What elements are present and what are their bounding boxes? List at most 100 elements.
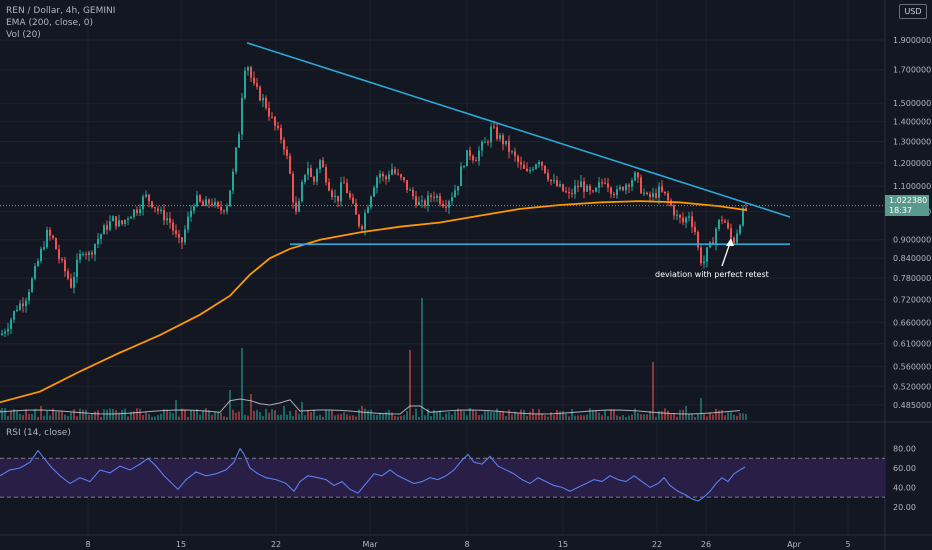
candle-body bbox=[463, 166, 465, 168]
candle-body bbox=[118, 220, 120, 227]
candle-body bbox=[226, 206, 228, 212]
candle-body bbox=[223, 210, 225, 212]
volume-bar bbox=[715, 408, 717, 420]
candle-body bbox=[61, 259, 63, 261]
volume-bar bbox=[25, 409, 27, 420]
candle-body bbox=[16, 309, 18, 312]
candle-body bbox=[574, 185, 576, 194]
volume-bar bbox=[22, 414, 24, 420]
candle-body bbox=[88, 252, 90, 255]
candle-body bbox=[553, 180, 555, 182]
time-tick-label: 15 bbox=[558, 540, 568, 549]
volume-bar bbox=[742, 413, 744, 420]
volume-bar bbox=[259, 411, 261, 420]
volume-bar bbox=[223, 416, 225, 420]
price-tick-label: 0.520000 bbox=[893, 382, 931, 391]
volume-bar bbox=[625, 416, 627, 420]
volume-bar bbox=[445, 413, 447, 420]
volume-bar bbox=[679, 409, 681, 420]
candle-body bbox=[640, 177, 642, 194]
time-axis[interactable]: 8 15 22 Mar 8 15 22 26 Apr 5 bbox=[85, 540, 850, 549]
volume-bar bbox=[193, 410, 195, 420]
time-tick-label: 8 bbox=[464, 540, 469, 549]
candle-body bbox=[355, 203, 357, 215]
volume-bar bbox=[532, 408, 534, 420]
volume-bar bbox=[151, 416, 153, 420]
volume-bar bbox=[487, 410, 489, 420]
candle-body bbox=[97, 238, 99, 245]
candle-body bbox=[619, 186, 621, 190]
candle-body bbox=[430, 195, 432, 197]
volume-bar bbox=[637, 412, 639, 420]
volume-bar bbox=[724, 415, 726, 420]
volume-bar bbox=[412, 415, 414, 420]
volume-bar bbox=[502, 411, 504, 420]
volume-bar bbox=[241, 348, 243, 420]
volume-bar bbox=[661, 410, 663, 420]
volume-bar bbox=[331, 410, 333, 420]
volume-bar bbox=[295, 410, 297, 420]
candle-body bbox=[19, 303, 21, 310]
candle-body bbox=[586, 185, 588, 192]
candle-body bbox=[184, 229, 186, 243]
volume-bar bbox=[688, 414, 690, 420]
volume-bar bbox=[721, 410, 723, 420]
candle-body bbox=[493, 126, 495, 128]
candle-body bbox=[664, 191, 666, 194]
volume-bar bbox=[265, 408, 267, 420]
time-tick-label: 15 bbox=[176, 540, 186, 549]
candle-body bbox=[577, 185, 579, 188]
volume-bar bbox=[88, 414, 90, 420]
candle-body bbox=[322, 160, 324, 168]
currency-badge[interactable]: USD bbox=[899, 4, 927, 19]
descending-trendline[interactable] bbox=[246, 42, 791, 218]
volume-bar bbox=[298, 413, 300, 420]
candle-body bbox=[403, 177, 405, 181]
candle-body bbox=[91, 252, 93, 255]
volume-bar bbox=[163, 408, 165, 420]
candle-body bbox=[31, 278, 33, 292]
volume-bar bbox=[202, 410, 204, 420]
volume-bar bbox=[154, 416, 156, 420]
volume-bar bbox=[283, 406, 285, 420]
candle-body bbox=[112, 216, 114, 222]
candle-body bbox=[724, 220, 726, 223]
volume-bar bbox=[634, 408, 636, 420]
candle-body bbox=[82, 253, 84, 255]
volume-bar bbox=[379, 412, 381, 420]
candle-body bbox=[481, 141, 483, 151]
volume-bar bbox=[430, 416, 432, 420]
candle-body bbox=[613, 193, 615, 196]
candle-body bbox=[58, 249, 60, 260]
candle-body bbox=[202, 201, 204, 206]
volume-bar bbox=[292, 416, 294, 420]
rsi-tick-label: 60.00 bbox=[893, 464, 916, 473]
volume-bar bbox=[568, 416, 570, 420]
trendlines[interactable] bbox=[0, 42, 885, 246]
last-price-tag: 1.022380 18:37 bbox=[885, 195, 929, 216]
candle-body bbox=[1, 333, 3, 336]
volume-bar bbox=[436, 411, 438, 420]
arrow-head bbox=[726, 238, 734, 246]
volume-bar bbox=[256, 409, 258, 420]
candle-body bbox=[448, 201, 450, 208]
volume-bar bbox=[709, 412, 711, 420]
candle-body bbox=[268, 107, 270, 117]
candle-body bbox=[79, 253, 81, 260]
candle-body bbox=[349, 193, 351, 198]
candle-body bbox=[205, 199, 207, 206]
volume-bar bbox=[361, 406, 363, 420]
ema-line bbox=[0, 200, 748, 404]
volume-bar bbox=[373, 414, 375, 420]
candle-body bbox=[499, 135, 501, 139]
candle-body bbox=[271, 116, 273, 118]
candle-body bbox=[160, 209, 162, 211]
rsi-axis[interactable]: 80.00 60.00 40.00 20.00 bbox=[893, 445, 916, 512]
candle-body bbox=[607, 183, 609, 188]
volume-bar bbox=[394, 416, 396, 420]
volume-bar bbox=[235, 412, 237, 420]
candle-body bbox=[676, 214, 678, 216]
candle-body bbox=[397, 173, 399, 175]
